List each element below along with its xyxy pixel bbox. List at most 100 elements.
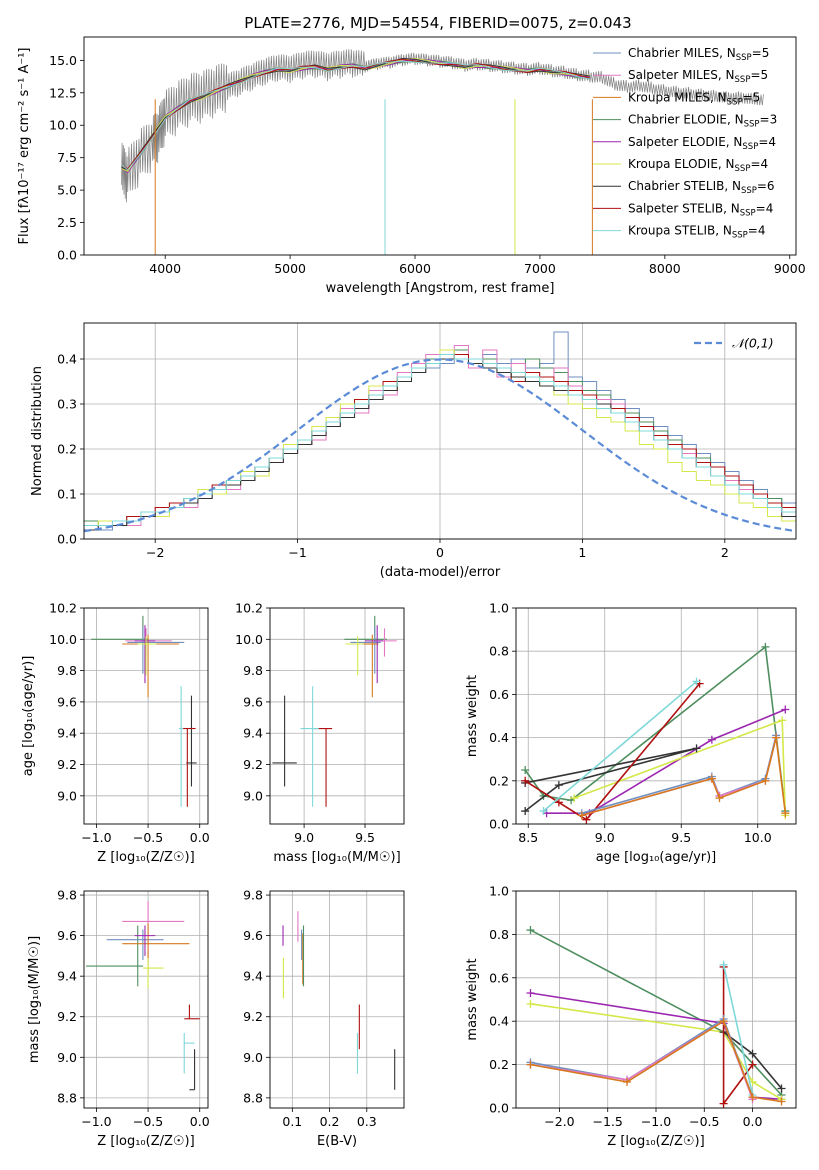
mass-weight-marker [577, 811, 586, 820]
y-axis-label: mass weight [465, 675, 480, 757]
y-tick-label: 9.4 [57, 969, 77, 984]
y-tick-label: 0.4 [489, 1014, 509, 1029]
plot-area [282, 911, 396, 1090]
plot-area [526, 926, 786, 1108]
mass-weight-marker [781, 705, 790, 714]
y-axis-label: mass [log₁₀(M/M☉)] [27, 936, 42, 1063]
x-tick-label: 0.0 [190, 1114, 210, 1129]
legend-subscript: SSP [741, 186, 757, 196]
y-tick-label: 1.0 [489, 601, 509, 616]
legend-text: Salpeter STELIB, N [628, 201, 740, 215]
y-tick-label: 10.2 [49, 601, 77, 616]
x-tick-label: 9.5 [355, 830, 375, 845]
plot-area [521, 642, 790, 824]
legend-text: Chabrier MILES, N [628, 46, 736, 60]
axes-frame [83, 890, 209, 1109]
mass-weight-marker [772, 733, 781, 742]
mass-weight-marker [761, 776, 770, 785]
mass-weight-marker [623, 1077, 632, 1086]
y-tick-label: 9.6 [243, 928, 263, 943]
mass-weight-marker [526, 999, 535, 1008]
mass-weight-marker [526, 988, 535, 997]
axes-frame [269, 890, 405, 1109]
y-tick-label: 10.0 [235, 632, 263, 647]
panel-4: 8.5 9.0 9.5 10.0 0.0 0.2 0.4 0.6 0.8 1.0 age [log₁… [465, 601, 797, 865]
mass-weight-line [722, 964, 754, 1096]
mass-weight-line [581, 737, 787, 817]
x-tick-label: 0.0 [190, 830, 210, 845]
y-tick-label: 0.4 [489, 730, 509, 745]
panel-2: −1.0 −0.5 0.0 9.0 9.2 9.4 9.6 9.8 10.0 10.2 Z [log… [21, 601, 210, 866]
y-tick-label: 10.0 [49, 118, 77, 133]
y-tick-label: 8.8 [57, 1090, 77, 1105]
y-tick-label: 9.4 [243, 969, 263, 984]
x-tick-label: 0.2 [320, 1114, 340, 1129]
y-tick-label: 9.2 [57, 757, 77, 772]
x-tick-label: 0 [436, 545, 444, 560]
y-tick-label: 0.6 [489, 970, 509, 985]
panel-6: 0.1 0.2 0.3 8.8 9.0 9.2 9.4 9.6 9.8 E(B-V) [243, 888, 405, 1149]
x-axis-label: Z [log₁₀(Z/Z☉)] [97, 1134, 194, 1149]
panel-3: 9.0 9.5 9.0 9.2 9.4 9.6 9.8 10.0 10.2 mass [log₁₀… [235, 601, 405, 865]
x-tick-label: 8000 [649, 261, 681, 276]
x-tick-label: −0.5 [689, 1114, 719, 1129]
x-tick-label: −2.0 [544, 1114, 574, 1129]
axes-frame [515, 607, 797, 825]
x-tick-label: 4000 [149, 261, 181, 276]
x-axis-label: age [log₁₀(age/yr)] [596, 850, 717, 865]
x-tick-label: −2 [146, 545, 164, 560]
x-axis-label: Z [log₁₀(Z/Z☉)] [607, 1134, 704, 1149]
mass-weight-marker [748, 1060, 757, 1069]
mass-weight-marker [526, 1060, 535, 1069]
y-tick-label: 9.8 [57, 888, 77, 903]
x-tick-label: 0.1 [282, 1114, 302, 1129]
y-tick-label: 9.4 [243, 726, 263, 741]
y-tick-label: 15.0 [49, 53, 77, 68]
x-tick-label: −0.5 [133, 1114, 163, 1129]
legend-subscript: SSP [732, 231, 748, 241]
plot-area [86, 901, 200, 1091]
y-tick-label: 0.8 [489, 927, 509, 942]
x-tick-label: 10.0 [744, 830, 772, 845]
legend-suffix: =4 [748, 224, 766, 238]
y-tick-label: 9.8 [243, 888, 263, 903]
legend-suffix: =5 [743, 90, 761, 104]
y-tick-label: 9.6 [57, 928, 77, 943]
panel-0: 4000 5000 6000 7000 8000 9000 0.0 2.5 5.0 7.5 10.0… [17, 36, 806, 296]
x-tick-label: 6000 [399, 261, 431, 276]
x-tick-label: −0.5 [133, 830, 163, 845]
y-tick-label: 9.2 [57, 1009, 77, 1024]
legend-label: Salpeter STELIB, NSSP=4 [628, 201, 773, 218]
mass-weight-line [546, 708, 786, 815]
y-tick-label: 0.2 [489, 1057, 509, 1072]
legend-suffix: =6 [757, 179, 775, 193]
mass-weight-marker [521, 776, 530, 785]
y-tick-label: 0.2 [489, 773, 509, 788]
x-tick-label: 0.3 [357, 1114, 377, 1129]
y-tick-label: 0.3 [57, 397, 77, 412]
y-tick-label: 0.0 [57, 248, 77, 263]
legend-text: Kroupa ELODIE, N [628, 157, 735, 171]
mass-weight-marker [692, 744, 701, 753]
panel-1: −2 −1 0 1 2 0.0 0.1 0.2 0.3 0.4 (data-model)/error… [30, 322, 797, 580]
y-tick-label: 9.2 [243, 757, 263, 772]
y-tick-label: 0.6 [489, 687, 509, 702]
y-tick-label: 9.4 [57, 726, 77, 741]
axes-frame [515, 890, 797, 1109]
y-tick-label: 9.6 [57, 694, 77, 709]
mass-weight-marker [748, 1049, 757, 1058]
legend-label: Kroupa STELIB, NSSP=4 [628, 224, 766, 241]
y-tick-label: 9.0 [57, 1050, 77, 1065]
mass-weight-marker [748, 1093, 757, 1102]
legend-text: Kroupa MILES, N [628, 90, 727, 104]
mass-weight-marker [715, 794, 724, 803]
y-tick-label: 0.1 [57, 487, 77, 502]
y-tick-label: 9.6 [243, 694, 263, 709]
mass-weight-marker [554, 798, 563, 807]
y-axis-label: Normed distribution [30, 366, 45, 496]
x-tick-label: 9.5 [671, 830, 691, 845]
y-axis-label: Flux [fλ10⁻¹⁷ erg cm⁻² s⁻¹ A⁻¹] [17, 48, 32, 245]
legend-subscript: SSP [742, 142, 758, 152]
y-tick-label: 0.2 [57, 442, 77, 457]
